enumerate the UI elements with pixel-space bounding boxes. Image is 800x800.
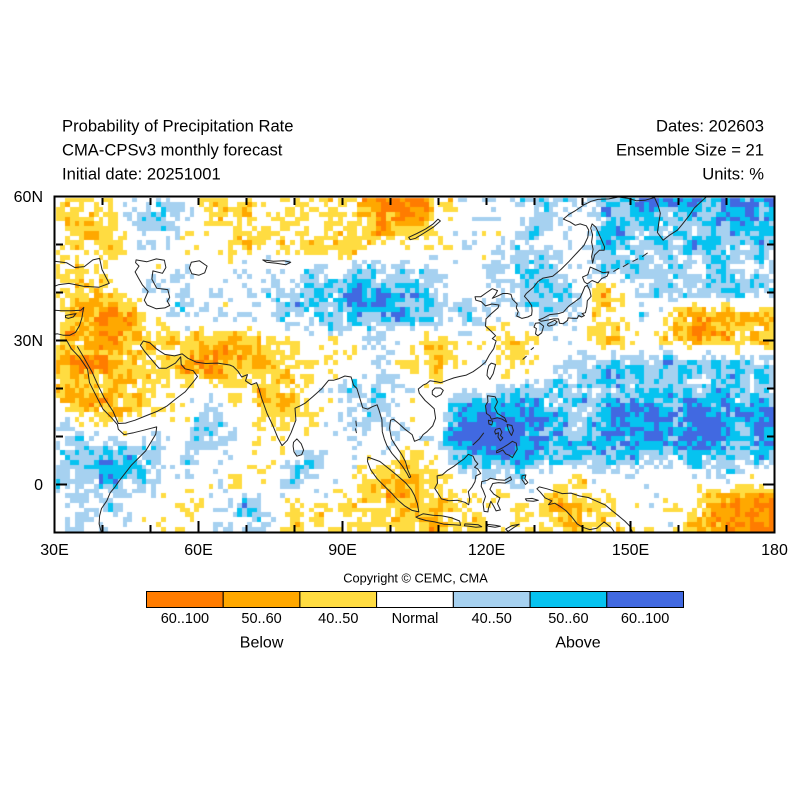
- svg-text:40..50: 40..50: [318, 611, 358, 627]
- svg-text:60..100: 60..100: [621, 611, 669, 627]
- svg-text:Above: Above: [555, 635, 600, 652]
- svg-text:120E: 120E: [468, 542, 505, 559]
- svg-text:Units: %: Units: %: [702, 165, 764, 184]
- svg-text:50..60: 50..60: [548, 611, 588, 627]
- svg-text:150E: 150E: [612, 542, 649, 559]
- svg-text:0: 0: [34, 477, 43, 494]
- svg-text:30E: 30E: [40, 542, 68, 559]
- svg-text:60E: 60E: [184, 542, 212, 559]
- svg-text:60..100: 60..100: [161, 611, 209, 627]
- svg-text:Probability of Precipitation R: Probability of Precipitation Rate: [62, 117, 294, 136]
- svg-text:CMA-CPSv3 monthly forecast: CMA-CPSv3 monthly forecast: [62, 141, 283, 160]
- svg-text:40..50: 40..50: [472, 611, 512, 627]
- svg-text:Initial date: 20251001: Initial date: 20251001: [62, 165, 221, 184]
- svg-text:60N: 60N: [14, 189, 43, 206]
- svg-text:180: 180: [761, 542, 788, 559]
- svg-text:30N: 30N: [14, 333, 43, 350]
- svg-text:Normal: Normal: [392, 611, 439, 627]
- svg-text:50..60: 50..60: [241, 611, 281, 627]
- svg-text:Ensemble Size = 21: Ensemble Size = 21: [616, 141, 764, 160]
- svg-text:Below: Below: [240, 635, 284, 652]
- svg-text:Dates: 202603: Dates: 202603: [656, 117, 764, 136]
- svg-text:90E: 90E: [328, 542, 356, 559]
- svg-text:Copyright © CEMC, CMA: Copyright © CEMC, CMA: [343, 571, 488, 586]
